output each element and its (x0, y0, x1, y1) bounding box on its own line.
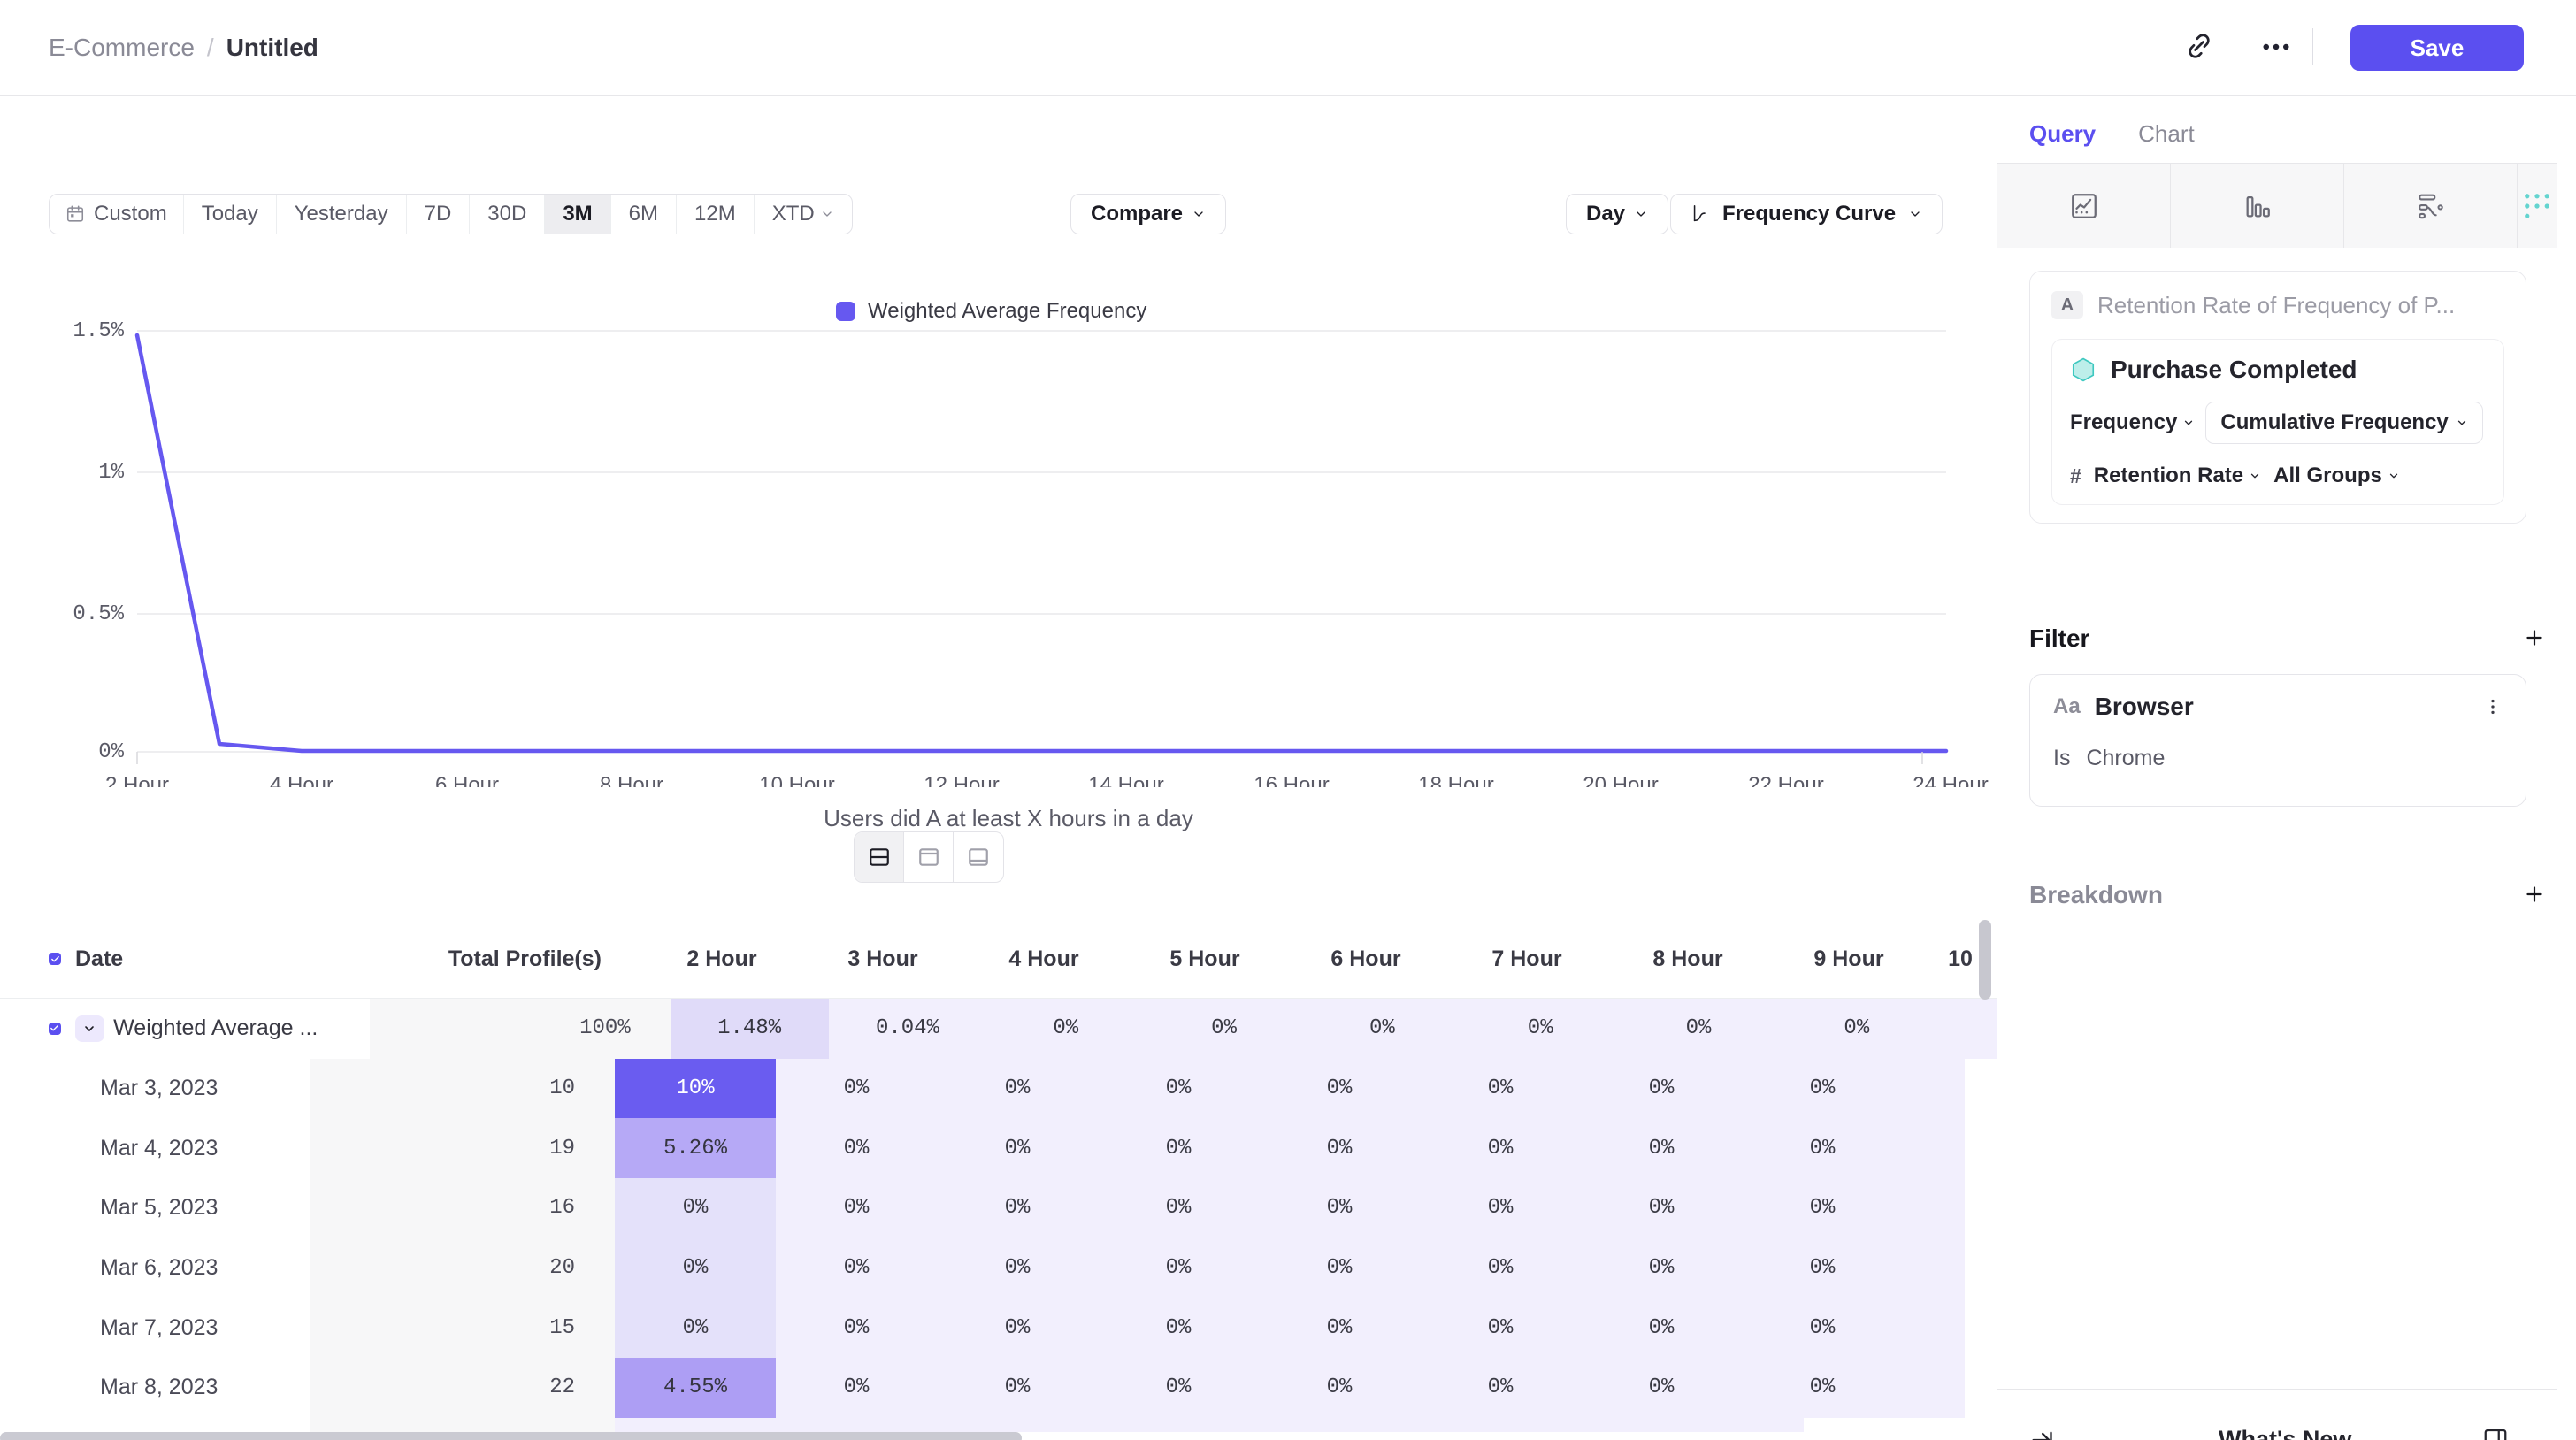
svg-text:20 Hour: 20 Hour (1583, 773, 1658, 787)
svg-text:16 Hour: 16 Hour (1254, 773, 1329, 787)
svg-text:1.5%: 1.5% (73, 319, 124, 343)
svg-text:8 Hour: 8 Hour (600, 773, 663, 787)
svg-text:12 Hour: 12 Hour (924, 773, 999, 787)
svg-text:2 Hour: 2 Hour (105, 773, 169, 787)
svg-text:18 Hour: 18 Hour (1418, 773, 1493, 787)
svg-text:22 Hour: 22 Hour (1748, 773, 1823, 787)
svg-text:10 Hour: 10 Hour (759, 773, 834, 787)
svg-text:4 Hour: 4 Hour (270, 773, 334, 787)
svg-text:6 Hour: 6 Hour (435, 773, 499, 787)
svg-text:14 Hour: 14 Hour (1088, 773, 1163, 787)
svg-text:0%: 0% (98, 740, 124, 764)
svg-text:0.5%: 0.5% (73, 602, 124, 626)
svg-text:1%: 1% (98, 461, 124, 485)
svg-text:24 Hour: 24 Hour (1913, 773, 1988, 787)
